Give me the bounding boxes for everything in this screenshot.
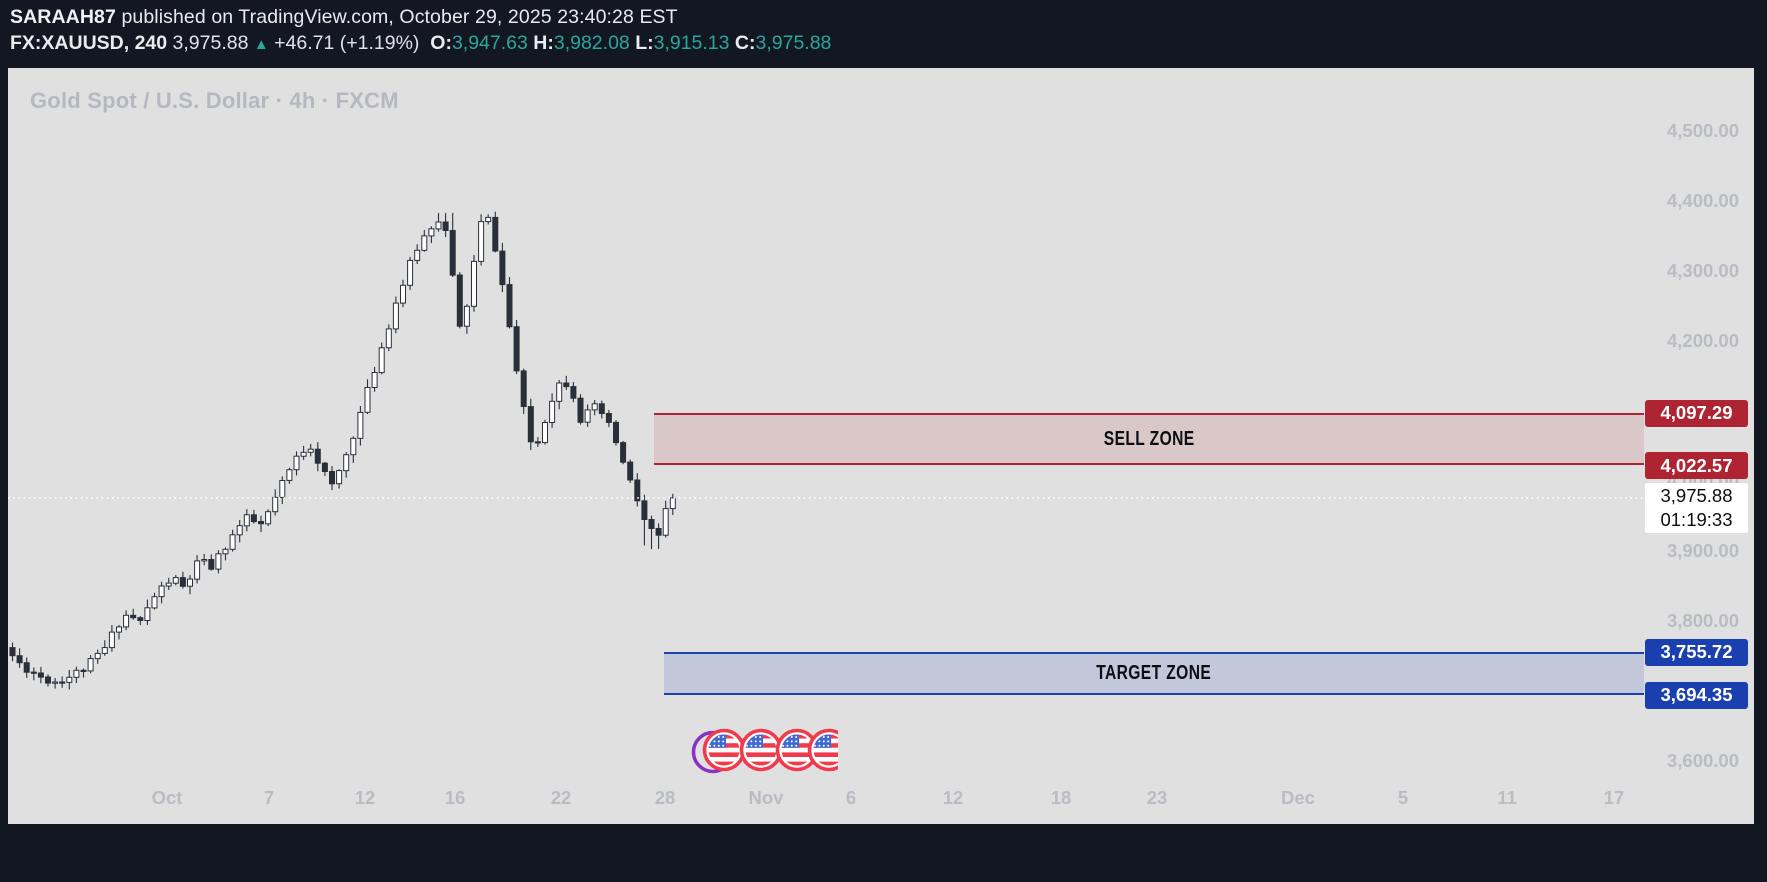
target-zone-bottom-price-badge: 3,694.35 — [1645, 681, 1748, 709]
target-zone-top-price-badge: 3,755.72 — [1645, 638, 1748, 666]
last-price: 3,975.88 — [172, 32, 249, 54]
time-tick-label: 23 — [1146, 787, 1168, 808]
symbol-watermark: Gold Spot / U.S. Dollar · 4h · FXCM — [30, 88, 399, 113]
high-value: 3,982.08 — [553, 32, 630, 54]
chart-canvas[interactable] — [8, 68, 1754, 824]
time-tick-label: Oct — [151, 787, 183, 808]
sell-zone-top-price-badge: 4,097.29 — [1645, 399, 1748, 427]
time-tick-label: Dec — [1281, 787, 1315, 808]
time-tick-label: 18 — [1050, 787, 1072, 808]
time-tick-label: 16 — [444, 787, 466, 808]
publish-banner: SARAAH87 published on TradingView.com, O… — [0, 0, 1767, 68]
close-label: C: — [734, 32, 756, 54]
symbol-ohlc-row: FX:XAUUSD, 240 3,975.88 ▲ +46.71 (+1.19%… — [10, 32, 831, 55]
price-tick-label: 4,400.00 — [1666, 190, 1739, 211]
price-scale[interactable]: 4,500.004,400.004,300.004,200.004,100.00… — [1627, 68, 1757, 824]
close-value: 3,975.88 — [755, 32, 832, 54]
last-price-marker: 3,975.88 01:19:33 — [1645, 483, 1748, 533]
publish-text: published on TradingView.com, October 29… — [115, 6, 678, 28]
author-name: SARAAH87 — [10, 6, 116, 28]
time-tick-label: 12 — [942, 787, 964, 808]
time-tick-label: 11 — [1497, 787, 1517, 808]
low-label: L: — [635, 32, 654, 54]
time-tick-label: Nov — [748, 787, 784, 808]
price-tick-label: 4,500.00 — [1666, 120, 1739, 141]
time-tick-label: 22 — [550, 787, 572, 808]
sell-zone-bottom-price-badge: 4,022.57 — [1645, 452, 1748, 479]
up-arrow-icon: ▲ — [253, 36, 269, 53]
price-tick-label: 3,900.00 — [1666, 540, 1739, 561]
footer-bar: TradingView — [0, 824, 1767, 882]
publish-info: SARAAH87 published on TradingView.com, O… — [10, 6, 678, 29]
time-tick-label: 7 — [263, 787, 275, 808]
low-value: 3,915.13 — [653, 32, 730, 54]
time-tick-label: 5 — [1397, 787, 1409, 808]
high-label: H: — [533, 32, 554, 54]
sell-zone-label: SELL ZONE — [1103, 427, 1195, 450]
price-change: +46.71 (+1.19%) — [274, 32, 420, 54]
open-value: 3,947.63 — [451, 32, 528, 54]
open-label: O: — [430, 32, 452, 54]
target-zone-rectangle[interactable]: TARGET ZONE — [664, 652, 1644, 695]
price-tick-label: 3,600.00 — [1666, 750, 1739, 771]
last-price-value: 3,975.88 — [1660, 485, 1733, 506]
price-tick-label: 3,800.00 — [1666, 610, 1739, 631]
sell-zone-rectangle[interactable]: SELL ZONE — [654, 413, 1644, 465]
bar-countdown: 01:19:33 — [1660, 509, 1733, 530]
time-scale[interactable]: Oct 7 12 16 22 28 Nov 6 12 18 23 Dec 5 11 17 — [8, 782, 1754, 824]
time-tick-label: 12 — [354, 787, 376, 808]
symbol-label: FX:XAUUSD, 240 — [10, 32, 168, 54]
price-tick-label: 4,200.00 — [1666, 330, 1739, 351]
price-tick-label: 4,300.00 — [1666, 260, 1739, 281]
time-tick-label: 28 — [654, 787, 676, 808]
us-flag-event-icons[interactable] — [688, 727, 838, 775]
target-zone-label: TARGET ZONE — [1096, 662, 1212, 684]
time-tick-label: 17 — [1603, 787, 1625, 808]
time-tick-label: 6 — [845, 787, 857, 808]
